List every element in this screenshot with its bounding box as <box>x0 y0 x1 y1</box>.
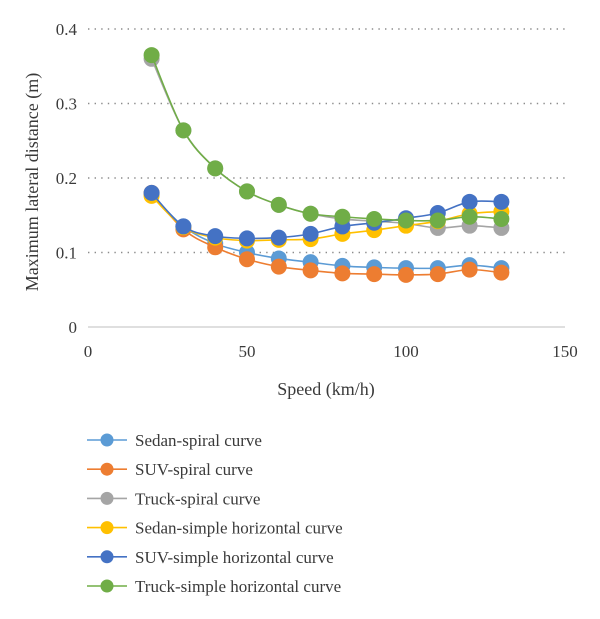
legend-marker <box>100 462 114 476</box>
legend-item: Sedan-simple horizontal curve <box>87 519 343 538</box>
legend-marker <box>100 550 114 564</box>
legend-item: Sedan-spiral curve <box>87 431 262 450</box>
data-point <box>461 261 478 278</box>
legend-label: Sedan-simple horizontal curve <box>135 519 343 538</box>
x-tick-label: 100 <box>393 342 419 361</box>
data-point <box>461 193 478 210</box>
data-point <box>143 47 160 64</box>
data-point <box>239 251 255 268</box>
y-tick-label: 0.1 <box>56 244 77 263</box>
x-tick-labels: 0 50 100 150 <box>84 342 578 361</box>
legend-item: Truck-spiral curve <box>87 489 260 508</box>
legend-label: Sedan-spiral curve <box>135 431 262 450</box>
legend: Sedan-spiral curve SUV-spiral curve Truck-… <box>87 431 343 596</box>
data-point <box>175 218 192 235</box>
data-point <box>143 184 160 201</box>
data-point <box>429 266 446 283</box>
data-point <box>366 210 383 227</box>
legend-item: SUV-spiral curve <box>87 460 253 479</box>
data-point <box>270 196 287 213</box>
legend-label: Truck-simple horizontal curve <box>135 577 341 596</box>
legend-marker <box>100 491 114 505</box>
data-point <box>239 183 255 200</box>
data-point <box>398 212 414 229</box>
y-tick-label: 0 <box>69 318 78 337</box>
legend-label: Truck-spiral curve <box>135 489 260 508</box>
series-1 <box>143 186 510 277</box>
legend-item: Truck-simple horizontal curve <box>87 577 341 596</box>
series-line <box>150 54 502 222</box>
x-axis-title: Speed (km/h) <box>277 379 374 400</box>
legend-label: SUV-spiral curve <box>135 460 253 479</box>
y-tick-labels: 0 0.1 0.2 0.3 0.4 <box>56 20 78 337</box>
data-point <box>302 262 319 279</box>
data-point <box>493 264 510 281</box>
data-point <box>302 205 319 222</box>
data-point <box>429 212 446 229</box>
legend-marker <box>100 579 114 593</box>
legend-marker <box>100 521 114 535</box>
x-tick-label: 0 <box>84 342 93 361</box>
legend-marker <box>100 433 114 447</box>
data-point <box>175 122 192 139</box>
data-point <box>493 193 510 210</box>
series-line <box>151 193 502 270</box>
data-point <box>461 208 478 225</box>
series-6 <box>143 47 510 229</box>
y-tick-label: 0.2 <box>56 169 77 188</box>
data-point <box>334 265 351 282</box>
y-tick-label: 0.4 <box>56 20 78 39</box>
data-point <box>207 228 224 245</box>
data-point <box>302 225 319 242</box>
y-tick-label: 0.3 <box>56 95 77 114</box>
data-point <box>366 266 383 283</box>
data-point <box>270 229 287 246</box>
data-point <box>207 160 224 177</box>
legend-label: SUV-simple horizontal curve <box>135 548 334 567</box>
data-point <box>493 210 510 227</box>
legend-item: SUV-simple horizontal curve <box>87 548 334 567</box>
data-point <box>239 230 255 247</box>
grid-lines <box>88 28 565 254</box>
x-tick-label: 50 <box>239 342 256 361</box>
data-point <box>334 208 351 225</box>
data-point <box>398 266 414 283</box>
y-axis-title: Maximum lateral distance (m) <box>22 73 43 291</box>
data-series <box>143 47 510 283</box>
data-point <box>270 258 287 275</box>
x-tick-label: 150 <box>552 342 578 361</box>
series-line <box>150 58 502 229</box>
series-3 <box>143 50 510 236</box>
